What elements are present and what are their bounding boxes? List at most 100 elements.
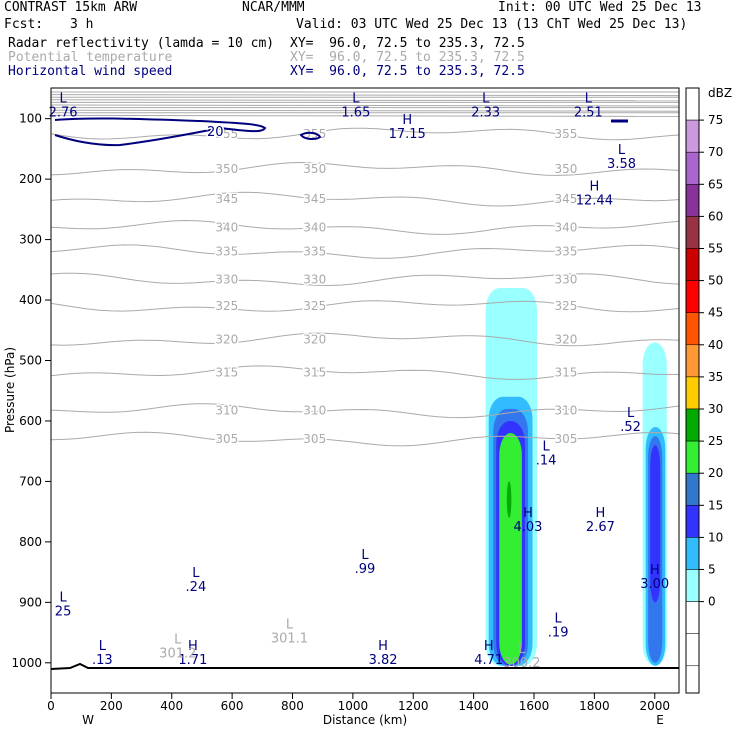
colorbar-segment-13 — [685, 505, 700, 538]
fcst-value: 3 h — [70, 17, 94, 32]
extrema-value-15: .19 — [548, 626, 569, 641]
theta-contour-325 — [50, 300, 679, 313]
center-label: NCAR/MMM — [242, 0, 305, 15]
theta-contour-label-325-1: 325 — [303, 299, 326, 313]
colorbar-label-55: 55 — [708, 242, 723, 256]
extrema-type-6: H — [589, 179, 599, 194]
colorbar-label-45: 45 — [708, 306, 723, 320]
extrema-value-22: 300.2 — [503, 656, 540, 671]
extrema-type-15: L — [555, 612, 563, 627]
extrema-value-1: 1.65 — [341, 106, 370, 121]
colorbar-segment-8 — [685, 344, 700, 378]
theta-contour-upper-3 — [50, 99, 680, 102]
extrema-type-12: L — [192, 566, 200, 581]
colorbar-segment-5 — [685, 248, 700, 281]
extrema-type-2: L — [482, 92, 490, 107]
wind-contour-20-small — [299, 131, 322, 141]
extrema-value-19: 4.71 — [474, 653, 503, 668]
x-tick-label-0: 0 — [47, 699, 55, 713]
init-time: Init: 00 UTC Wed 25 Dec 13 — [498, 0, 702, 15]
extrema-type-13: H — [650, 563, 660, 578]
reflectivity-band-1-20dbz — [650, 445, 661, 603]
theta-contour-330 — [50, 272, 679, 287]
extrema-value-8: .14 — [536, 453, 557, 468]
x-tick-label-800: 800 — [281, 699, 304, 713]
colorbar-label-40: 40 — [708, 338, 723, 352]
field-name-wind: Horizontal wind speed — [8, 64, 173, 79]
theta-contour-label-335-1: 335 — [303, 245, 326, 259]
theta-contour-label-310-1: 310 — [303, 404, 326, 418]
extrema-type-17: H — [188, 639, 198, 654]
theta-contour-label-310-2: 310 — [555, 404, 578, 418]
theta-contour-label-345-1: 345 — [303, 192, 326, 206]
wind-contour-label: 20 — [207, 125, 224, 140]
x-tick-label-1200: 1200 — [398, 699, 429, 713]
theta-contour-label-305-1: 305 — [303, 432, 326, 446]
colorbar-label-65: 65 — [708, 177, 723, 191]
ground-line — [50, 662, 679, 670]
wind-contours: 20 — [50, 117, 679, 670]
y-tick-label-300: 300 — [19, 233, 42, 247]
x-tick-label-400: 400 — [160, 699, 183, 713]
colorbar-segment-2 — [685, 151, 700, 185]
theta-contour-label-315-2: 315 — [555, 366, 578, 380]
reflectivity-fill — [485, 287, 667, 666]
field-xy-wind: XY= 96.0, 72.5 to 235.3, 72.5 — [290, 64, 525, 79]
colorbar-label-10: 10 — [708, 530, 723, 544]
theta-contour-355 — [50, 127, 679, 141]
x-tick-label-600: 600 — [221, 699, 244, 713]
theta-contour-upper-7 — [50, 109, 680, 112]
field-xy-theta: XY= 96.0, 72.5 to 235.3, 72.5 — [290, 50, 525, 65]
field-xy-reflectivity: XY= 96.0, 72.5 to 235.3, 72.5 — [290, 36, 525, 51]
theta-contour-320 — [50, 332, 679, 347]
theta-contour-label-335-0: 335 — [215, 245, 238, 259]
extrema-value-2: 2.33 — [471, 106, 500, 121]
colorbar-segment-4 — [685, 216, 700, 249]
extrema-type-1: L — [352, 92, 360, 107]
colorbar-title: dBZ — [708, 86, 732, 100]
colorbar-label-20: 20 — [708, 466, 723, 480]
theta-contour-label-320-0: 320 — [215, 332, 238, 346]
theta-contour-label-335-2: 335 — [555, 245, 578, 259]
extrema-type-8: L — [542, 439, 550, 454]
west-label: W — [82, 713, 94, 727]
extrema-type-18: H — [378, 639, 388, 654]
colorbar-label-0: 0 — [708, 595, 716, 609]
colorbar-label-50: 50 — [708, 274, 723, 288]
colorbar-segment-16 — [685, 601, 700, 634]
colorbar-label-30: 30 — [708, 402, 723, 416]
colorbar-label-35: 35 — [708, 370, 723, 384]
y-tick-label-1000: 1000 — [11, 656, 42, 670]
extrema-type-9: H — [523, 506, 533, 521]
y-tick-label-700: 700 — [19, 474, 42, 488]
x-tick-label-1800: 1800 — [579, 699, 610, 713]
extrema-type-20: L — [286, 618, 294, 633]
theta-contour-label-320-2: 320 — [555, 332, 578, 346]
y-tick-label-600: 600 — [19, 414, 42, 428]
theta-contour-label-350-2: 350 — [555, 162, 578, 176]
y-axis-label: Pressure (hPa) — [3, 347, 17, 433]
theta-contour-label-330-0: 330 — [215, 272, 238, 286]
extrema-value-9: 4.03 — [513, 520, 542, 535]
theta-contour-label-350-0: 350 — [215, 162, 238, 176]
theta-contour-label-305-2: 305 — [555, 432, 578, 446]
extrema-type-7: L — [627, 406, 635, 421]
valid-time: Valid: 03 UTC Wed 25 Dec 13 (13 ChT Wed … — [296, 17, 688, 32]
extrema-type-16: L — [99, 639, 107, 654]
theta-contour-335 — [50, 244, 679, 259]
theta-contour-label-305-0: 305 — [215, 432, 238, 446]
theta-contour-label-355-2: 355 — [555, 127, 578, 141]
extrema-value-3: 2.51 — [574, 106, 603, 121]
plot-frame — [50, 87, 680, 694]
theta-contour-345 — [50, 191, 679, 207]
extrema-labels: L2.76L1.65L2.33L2.51H17.15L3.58H12.44L.5… — [49, 92, 670, 671]
colorbar-segment-1 — [685, 119, 700, 153]
colorbar-segment-6 — [685, 280, 700, 313]
theta-contour-305 — [50, 431, 679, 447]
extrema-value-17: 1.71 — [178, 653, 207, 668]
extrema-value-21: 301.2 — [159, 647, 196, 662]
y-tick-label-200: 200 — [19, 172, 42, 186]
extrema-value-12: .24 — [186, 580, 207, 595]
